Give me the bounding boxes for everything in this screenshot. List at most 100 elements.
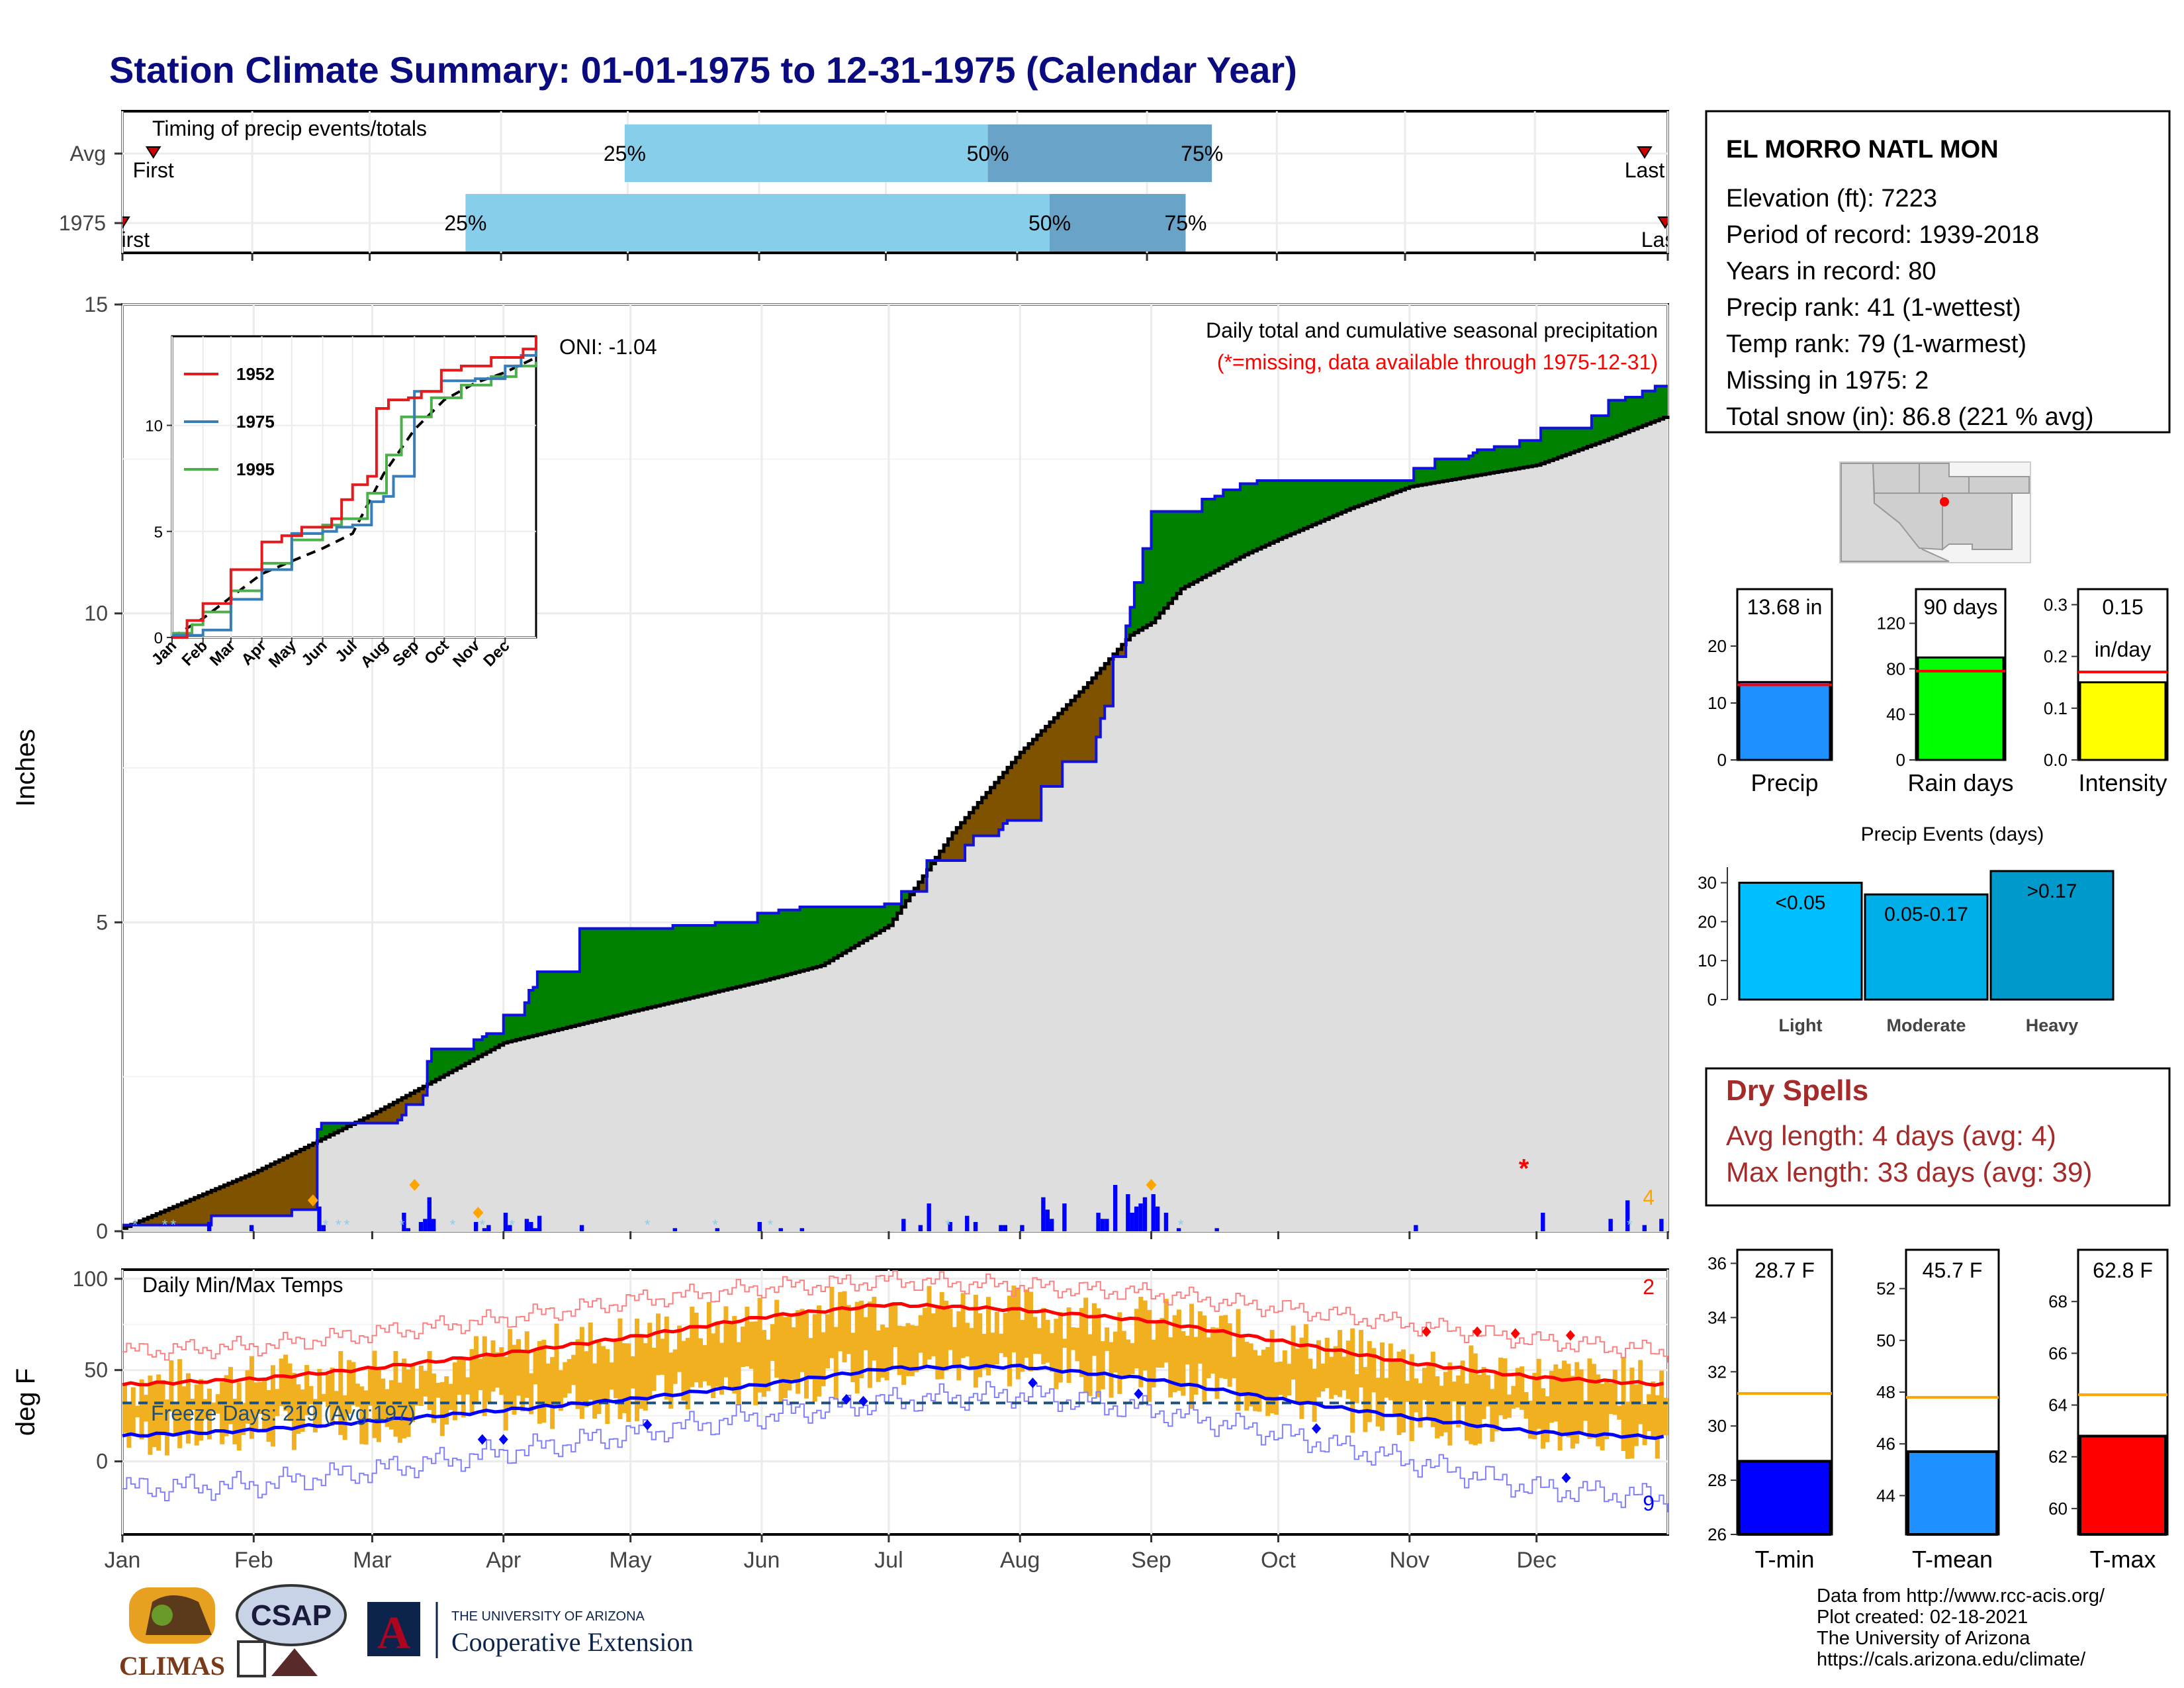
daily-temp-bar — [1087, 1334, 1093, 1397]
station-period: Period of record: 1939-2018 — [1726, 221, 2039, 249]
daily-temp-bar — [723, 1306, 729, 1378]
daily-temp-bar — [567, 1359, 572, 1393]
avg-25-label: 25% — [604, 142, 646, 165]
timing-row-year: 1975 — [59, 211, 106, 235]
daily-temp-bar — [1202, 1315, 1207, 1401]
snow-event-marker — [473, 1207, 484, 1219]
daily-temp-bar — [1553, 1364, 1559, 1422]
daily-temp-bar — [1261, 1349, 1266, 1397]
normal-cumulative-line — [122, 415, 1670, 1230]
month-label: Jan — [105, 1548, 141, 1573]
daily-precip-bar — [672, 1228, 678, 1231]
daily-precip-bar — [948, 1222, 952, 1231]
daily-precip-bar — [1050, 1219, 1054, 1231]
daily-temp-bar — [160, 1380, 165, 1435]
inset-ytick-label: 0 — [154, 630, 163, 647]
daily-temp-bar — [461, 1356, 466, 1418]
snow-day-marker: * — [170, 1217, 176, 1233]
daily-temp-bar — [156, 1374, 161, 1451]
year-75-label: 75% — [1164, 211, 1206, 235]
map-colorado — [1968, 476, 2030, 494]
daily-temp-bar — [1189, 1303, 1195, 1409]
daily-temp-bar — [554, 1323, 559, 1405]
summary-bar-label: Rain days — [1907, 769, 2013, 796]
summary-bar-ytick-label: 120 — [1877, 614, 1905, 633]
record-low-marker — [643, 1419, 653, 1430]
daily-temp-bar — [711, 1333, 716, 1399]
daily-temp-bar — [393, 1350, 398, 1437]
snow-day-marker: * — [336, 1217, 341, 1233]
daily-temp-bar — [647, 1323, 653, 1398]
daily-temp-bar — [803, 1313, 809, 1399]
daily-temp-bar — [291, 1372, 296, 1450]
daily-temp-bar — [859, 1300, 864, 1379]
daily-temp-bar — [1105, 1327, 1110, 1351]
daily-temp-bar — [1160, 1317, 1165, 1368]
daily-temp-bar — [1541, 1388, 1546, 1449]
daily-temp-bar — [220, 1382, 225, 1444]
daily-precip-bar — [1659, 1219, 1664, 1231]
daily-temp-bar — [1532, 1372, 1537, 1440]
daily-temp-bar — [727, 1321, 733, 1387]
daily-precip-bar — [999, 1225, 1003, 1231]
temp-ylabel: deg F — [11, 1368, 40, 1436]
daily-temp-bar — [571, 1354, 576, 1385]
daily-temp-bar — [1312, 1368, 1317, 1422]
daily-temp-bar — [283, 1354, 289, 1411]
daily-temp-bar — [1257, 1355, 1262, 1412]
events-title: Precip Events (days) — [1861, 823, 2044, 845]
daily-temp-bar — [347, 1360, 352, 1414]
daily-temp-bar — [782, 1317, 788, 1399]
daily-temp-bar — [1320, 1363, 1326, 1392]
events-ytick-label: 30 — [1698, 873, 1717, 893]
year-25-label: 25% — [444, 211, 486, 235]
daily-precip-bar — [715, 1228, 720, 1231]
daily-temp-bar — [1316, 1340, 1322, 1397]
daily-temp-bar — [148, 1376, 153, 1455]
daily-temp-bar — [558, 1370, 563, 1411]
daily-precip-bar — [486, 1225, 491, 1231]
daily-temp-bar — [944, 1300, 949, 1371]
daily-temp-bar — [296, 1384, 301, 1434]
daily-temp-bar — [829, 1286, 835, 1358]
summary-bar-label: Precip — [1751, 769, 1818, 796]
temp-summary-ytick-label: 36 — [1707, 1253, 1727, 1273]
daily-temp-bar — [1659, 1370, 1664, 1438]
daily-temp-bar — [478, 1358, 483, 1391]
avg-timing-bar-late — [987, 124, 1212, 182]
snow-day-marker: * — [645, 1217, 651, 1233]
page-title: Station Climate Summary: 01-01-1975 to 1… — [109, 49, 1297, 91]
daily-precip-bar — [1126, 1194, 1130, 1231]
temp-summary-ytick-label: 62 — [2048, 1447, 2068, 1467]
daily-temp-bar — [600, 1346, 606, 1402]
daily-temp-bar — [1570, 1376, 1575, 1449]
daily-temp-bar — [1345, 1340, 1351, 1399]
daily-temp-bar — [1265, 1346, 1271, 1417]
daily-temp-bar — [181, 1386, 187, 1431]
daily-temp-bar — [1138, 1296, 1144, 1387]
daily-temp-bar — [563, 1362, 568, 1398]
daily-precip-bar — [206, 1222, 212, 1231]
legend-1995: 1995 — [236, 459, 275, 479]
daily-precip-bar — [473, 1222, 478, 1231]
inset-ytick-label: 5 — [154, 524, 163, 541]
month-label: Jul — [874, 1548, 903, 1573]
daily-temp-bar — [520, 1351, 525, 1412]
daily-temp-bar — [808, 1338, 813, 1380]
daily-temp-bar — [1591, 1364, 1596, 1438]
month-label: Mar — [353, 1548, 392, 1573]
record-low-marker — [1028, 1378, 1038, 1389]
record-high-marker — [1510, 1328, 1520, 1339]
precip-y-axis: 0 5 10 15 — [84, 293, 1669, 1243]
missing-data-marker: * — [1519, 1154, 1529, 1184]
summary-bar-unit: in/day — [2095, 637, 2151, 661]
daily-temp-bar — [1520, 1366, 1525, 1410]
station-precip-rank: Precip rank: 41 (1-wettest) — [1726, 294, 2021, 322]
temp-summary-ytick-label: 26 — [1707, 1524, 1727, 1544]
daily-temp-bar — [939, 1291, 944, 1380]
temp-count-top: 2 — [1643, 1275, 1655, 1299]
temp-markers — [477, 1326, 1575, 1483]
daily-temp-bar — [605, 1349, 610, 1425]
daily-temp-bar — [651, 1348, 657, 1391]
actual-cumulative-line — [122, 385, 1668, 1227]
